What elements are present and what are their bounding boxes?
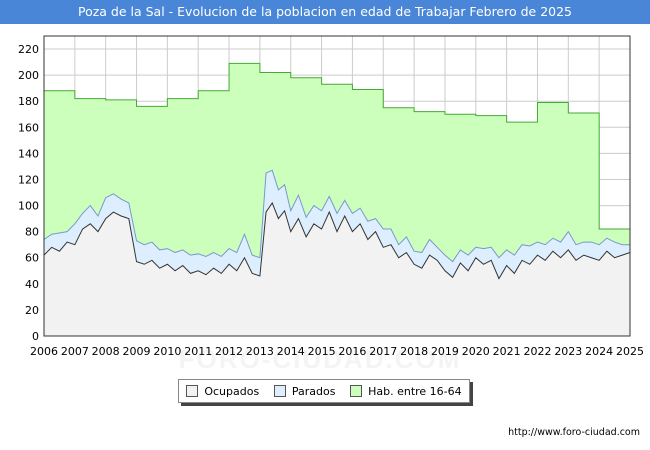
watermark: FORO-CIUDAD.COM [179, 344, 462, 374]
y-tick-label: 120 [18, 173, 39, 186]
x-tick-label: 2016 [338, 345, 366, 358]
y-tick-label: 40 [25, 278, 39, 291]
series-area-ocupados [44, 202, 630, 336]
source-link[interactable]: http://www.foro-ciudad.com [508, 427, 640, 438]
x-tick-label: 2017 [369, 345, 397, 358]
legend-item-ocupados: Ocupados [186, 385, 259, 398]
x-tick-label: 2014 [277, 345, 305, 358]
series-line-hab [44, 62, 630, 230]
x-tick-label: 2010 [153, 345, 181, 358]
x-tick-label: 2019 [431, 345, 459, 358]
legend-label-parados: Parados [291, 384, 336, 398]
legend-swatch-hab [350, 385, 363, 397]
legend-item-hab: Hab. entre 16-64 [350, 385, 462, 398]
x-tick-label: 2023 [554, 345, 582, 358]
x-tick-label: 2022 [523, 345, 551, 358]
legend-swatch-ocupados [186, 385, 199, 397]
y-tick-label: 60 [25, 252, 39, 265]
legend-swatch-parados [273, 385, 286, 397]
x-tick-label: 2011 [184, 345, 212, 358]
x-tick-label: 2006 [30, 345, 58, 358]
y-tick-label: 200 [18, 69, 39, 82]
plot-frame [43, 35, 631, 337]
legend-label-ocupados: Ocupados [204, 384, 260, 398]
series-line-parados [43, 169, 630, 263]
x-tick-label: 2021 [493, 345, 521, 358]
x-tick-label: 2015 [308, 345, 336, 358]
y-tick-label: 140 [18, 147, 39, 160]
x-tick-label: 2009 [123, 345, 151, 358]
chart-title: Poza de la Sal - Evolucion de la poblaci… [0, 0, 650, 24]
y-tick-label: 100 [18, 200, 39, 213]
y-tick-label: 0 [32, 330, 39, 343]
x-tick-label: 2024 [585, 345, 613, 358]
y-tick-label: 80 [25, 226, 39, 239]
y-tick-label: 220 [18, 43, 39, 56]
y-tick-label: 160 [18, 121, 39, 134]
x-tick-label: 2012 [215, 345, 243, 358]
x-tick-label: 2020 [462, 345, 490, 358]
legend-label-hab: Hab. entre 16-64 [368, 384, 462, 398]
y-tick-label: 180 [18, 95, 39, 108]
chart-legend: Ocupados Parados Hab. entre 16-64 [178, 379, 470, 403]
x-tick-label: 2018 [400, 345, 428, 358]
series-line-ocupados [43, 201, 631, 280]
x-tick-label: 2013 [246, 345, 274, 358]
x-tick-label: 2008 [92, 345, 120, 358]
x-tick-label: 2007 [61, 345, 89, 358]
x-tick-label: 2025 [616, 345, 644, 358]
y-tick-label: 20 [25, 304, 39, 317]
legend-item-parados: Parados [273, 384, 336, 398]
